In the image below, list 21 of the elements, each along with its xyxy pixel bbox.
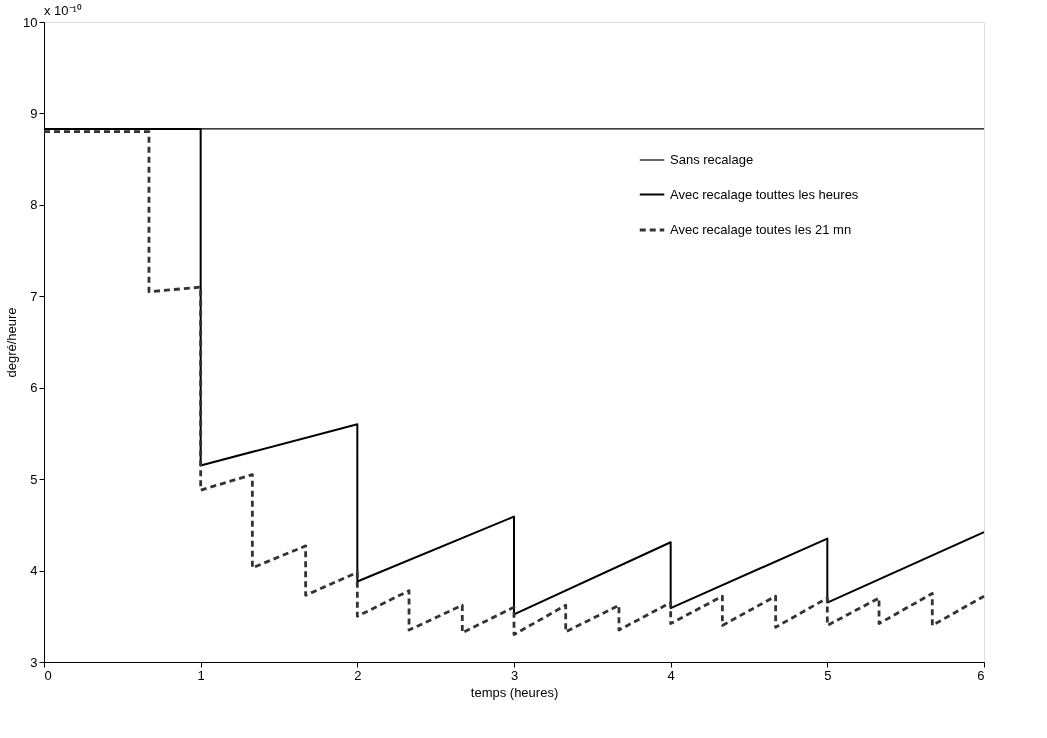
y-axis-title: degré/heure <box>4 307 20 378</box>
x-tick-label: 1 <box>197 667 205 683</box>
y-tick-label: 5 <box>30 471 38 487</box>
x-tick-label: 6 <box>977 667 985 683</box>
x-tick-label: 3 <box>510 667 519 683</box>
legend-label: Avec recalage touttes les heures <box>670 186 859 202</box>
y-tick-label: 7 <box>30 288 38 304</box>
x-tick-label: 5 <box>824 667 832 683</box>
y-tick-label: 4 <box>30 563 38 579</box>
x-axis-title: temps (heures) <box>470 684 559 700</box>
x-tick-label: 2 <box>354 667 362 683</box>
y-tick-label: 6 <box>30 380 38 396</box>
x-tick-label: 0 <box>44 667 52 683</box>
y-tick-label: 9 <box>30 105 38 121</box>
legend-label: Sans recalage <box>670 152 754 167</box>
y-tick-label: 3 <box>30 654 38 670</box>
x-tick-label: 4 <box>667 667 675 683</box>
y-tick-label: 8 <box>30 197 38 213</box>
y-tick-label: 10 <box>23 14 38 30</box>
legend-label: Avec recalage toutes les 21 mn <box>670 222 852 237</box>
text: x 10⁻¹⁰ <box>44 3 82 18</box>
